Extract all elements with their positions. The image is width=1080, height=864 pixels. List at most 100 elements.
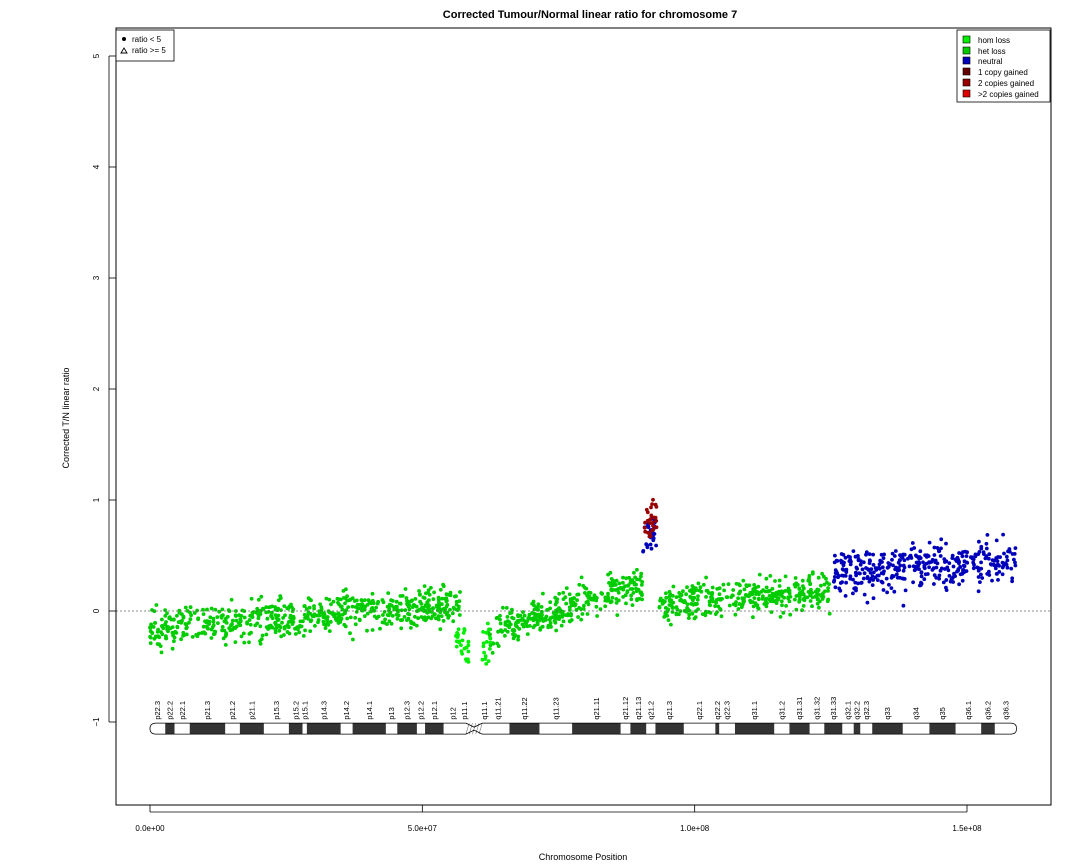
point-het-loss xyxy=(627,575,631,580)
point-het-loss xyxy=(451,619,456,624)
point-het-loss xyxy=(703,613,708,618)
point-het-loss xyxy=(283,613,287,618)
point-het-loss xyxy=(516,637,520,642)
point-hom-loss xyxy=(486,659,491,663)
point-het-loss xyxy=(677,594,682,599)
point-het-loss xyxy=(375,601,380,606)
cytoband-label: q31.31 xyxy=(795,697,804,720)
point-het-loss xyxy=(380,620,385,625)
point-het-loss xyxy=(175,625,180,630)
point-het-loss xyxy=(321,614,326,618)
cytoband-label: q22.2 xyxy=(713,701,722,720)
point-het-loss xyxy=(514,623,518,628)
point-het-loss xyxy=(273,613,278,617)
point-neutral xyxy=(992,558,997,563)
point-neutral xyxy=(964,569,969,573)
point-neutral xyxy=(892,554,897,558)
y-tick-label: 1 xyxy=(92,497,101,502)
point-neutral xyxy=(884,576,889,581)
point-het-loss xyxy=(764,576,769,581)
point-neutral xyxy=(951,580,955,584)
cytoband-label: p15.2 xyxy=(291,701,300,720)
point-neutral xyxy=(930,557,935,562)
point-het-loss xyxy=(510,615,514,620)
point-het-loss xyxy=(184,626,189,631)
point-hom-loss xyxy=(481,641,486,646)
point-het-loss xyxy=(487,632,492,637)
point-het-loss xyxy=(178,619,183,624)
point-neutral xyxy=(953,557,958,562)
point-het-loss xyxy=(541,619,546,623)
point-het-loss xyxy=(425,600,430,604)
point-het-loss xyxy=(707,602,712,607)
point-het-loss xyxy=(281,616,285,620)
point-het-loss xyxy=(362,607,367,612)
point-het-loss xyxy=(431,597,436,601)
point-het-loss xyxy=(778,615,783,619)
cytoband-label: q11.1 xyxy=(480,701,489,719)
cytoband-label: q21.11 xyxy=(592,697,601,719)
point-het-loss xyxy=(317,613,322,618)
point-het-loss xyxy=(585,612,590,616)
point-het-loss xyxy=(156,627,161,632)
point-het-loss xyxy=(671,584,676,589)
point-het-loss xyxy=(721,582,726,587)
point-het-loss xyxy=(370,628,375,632)
point-het-loss xyxy=(398,594,403,598)
point-neutral xyxy=(956,568,961,573)
point-het-loss xyxy=(614,597,619,601)
point-het-loss xyxy=(740,596,745,601)
point-het-loss xyxy=(230,622,234,627)
point-het-loss xyxy=(302,612,307,617)
point-het-loss xyxy=(403,587,408,591)
point-het-loss xyxy=(457,613,462,617)
point-het-loss xyxy=(508,622,513,627)
point-het-loss xyxy=(309,618,314,623)
point-neutral xyxy=(939,566,944,571)
point-het-loss xyxy=(512,628,517,633)
point-het-loss xyxy=(458,590,462,594)
color-legend: hom loss het loss neutral 1 copy gained … xyxy=(956,29,1051,103)
point-het-loss xyxy=(363,598,367,602)
point-neutral xyxy=(981,550,986,555)
point-het-loss xyxy=(535,622,540,627)
point-het-loss xyxy=(826,586,830,590)
point-neutral xyxy=(868,571,873,575)
dot-symbol-icon xyxy=(122,37,126,41)
point-neutral xyxy=(901,563,906,568)
point-het-loss xyxy=(780,589,785,594)
point-neutral xyxy=(978,580,982,584)
point-het-loss xyxy=(508,611,512,616)
point-neutral xyxy=(1005,565,1010,570)
point-neutral xyxy=(880,565,885,570)
point-het-loss xyxy=(583,586,587,590)
point-neutral xyxy=(898,563,903,568)
point-het-loss xyxy=(159,650,164,655)
point-het-loss xyxy=(826,597,830,602)
cytoband-block xyxy=(824,723,843,735)
point-het-loss xyxy=(443,607,447,611)
axes: 0.0e+00 5.0e+07 1.0e+08 1.5e+08 −1 0 1 2 3 4 5 xyxy=(92,53,982,833)
point-het-loss xyxy=(188,617,193,622)
point-het-loss xyxy=(755,603,760,607)
point-het-loss xyxy=(577,582,582,587)
point-het-loss xyxy=(520,616,525,621)
point-het-loss xyxy=(158,644,163,648)
point-het-loss xyxy=(674,611,679,616)
point-neutral xyxy=(861,560,866,565)
legend-label-neutral: neutral xyxy=(978,57,1003,66)
point-het-loss xyxy=(823,589,827,594)
x-axis-label: Chromosome Position xyxy=(539,852,628,862)
point-neutral xyxy=(922,566,927,571)
point-het-loss xyxy=(381,613,385,617)
point-het-loss xyxy=(378,626,382,631)
point-het-loss xyxy=(561,612,565,616)
point-hom-loss xyxy=(456,627,461,632)
point-het-loss xyxy=(694,588,699,593)
point-het-loss xyxy=(258,641,263,646)
point-het-loss xyxy=(335,596,340,601)
point-het-loss xyxy=(808,599,813,603)
point-het-loss xyxy=(516,619,521,623)
point-neutral xyxy=(865,575,870,579)
